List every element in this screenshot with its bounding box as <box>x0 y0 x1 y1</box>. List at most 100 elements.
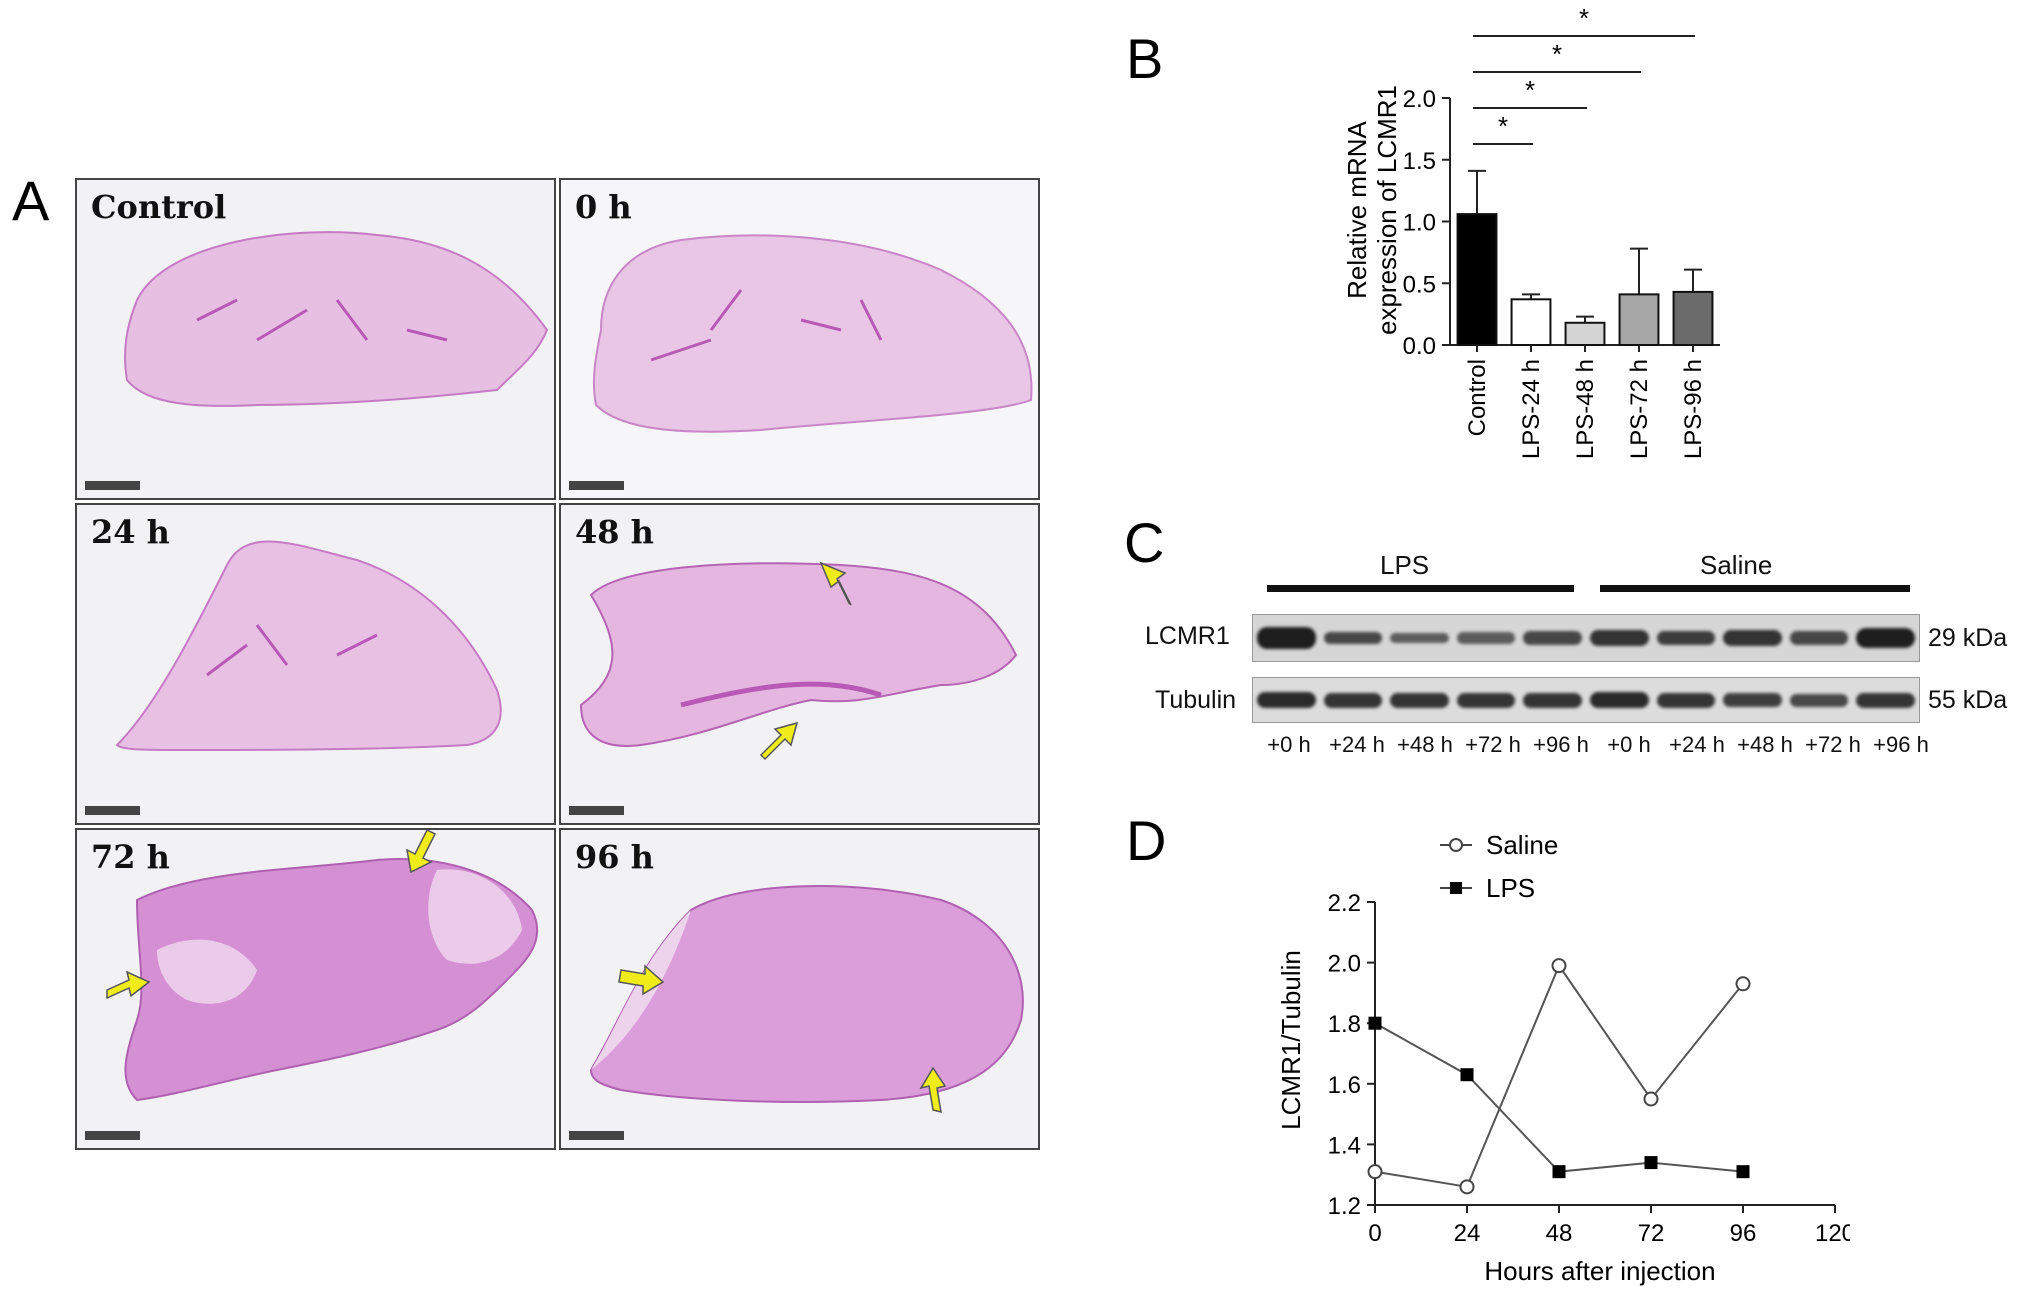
scale-bar <box>569 481 624 490</box>
legend: Saline LPS <box>1440 830 1558 903</box>
blot-band <box>1390 633 1449 643</box>
scale-bar <box>85 481 140 490</box>
blot-row-label-lcmr1: LCMR1 <box>1145 622 1230 650</box>
y-tick-label: 1.8 <box>1328 1011 1361 1038</box>
lane-label: +24 h <box>1329 732 1385 757</box>
bar <box>1456 213 1498 346</box>
y-tick-label: 1.5 <box>1403 148 1436 175</box>
blot-band <box>1257 692 1316 708</box>
x-tick-label: LPS-96 h <box>1680 359 1707 459</box>
panel-letter-d: D <box>1126 809 1167 872</box>
panel-letter-a: A <box>12 169 50 232</box>
group-label-lps: LPS <box>1380 550 1430 580</box>
y-tick-label: 2.2 <box>1328 890 1361 917</box>
lung-section-image <box>115 540 502 751</box>
blot-band <box>1656 631 1716 645</box>
y-axis-label: LCMR1/Tubulin <box>1276 950 1306 1130</box>
blot-band <box>1856 692 1915 708</box>
bar <box>1618 293 1660 346</box>
x-axis-label: Hours after injection <box>1484 1256 1715 1286</box>
blot-band <box>1723 630 1782 646</box>
histology-tile-96h: 96 h <box>559 828 1040 1150</box>
y-tick-label: 0.5 <box>1403 271 1436 298</box>
blot-strip-lcmr1 <box>1252 614 1920 662</box>
tile-label: 72 h <box>91 838 170 876</box>
histology-tile-48h: 48 h <box>559 503 1040 825</box>
legend-label-saline: Saline <box>1486 830 1558 860</box>
x-tick-label: 72 <box>1638 1220 1665 1247</box>
tile-label: 24 h <box>91 513 170 551</box>
y-tick-label: 0.0 <box>1403 333 1436 360</box>
x-tick-label: 0 <box>1368 1220 1381 1247</box>
x-tick-label: 48 <box>1546 1220 1573 1247</box>
blot-band <box>1323 692 1383 708</box>
y-tick-label: 1.0 <box>1403 210 1436 237</box>
series-line-lps <box>1374 1022 1744 1173</box>
histology-tile-0h: 0 h <box>559 178 1040 500</box>
data-point-lps <box>1552 1165 1566 1179</box>
scale-bar <box>85 1131 140 1140</box>
tile-label: Control <box>91 188 227 226</box>
blot-band <box>1456 632 1516 644</box>
y-tick-label: 1.2 <box>1328 1193 1361 1220</box>
blot-band <box>1456 692 1516 708</box>
mrna-bar-chart: Relative mRNA expression of LCMR1 0.0 0.5… <box>1342 3 1720 459</box>
x-tick-label: 96 <box>1730 1220 1757 1247</box>
lung-section-image <box>579 561 1018 761</box>
bar <box>1672 290 1714 346</box>
legend-label-lps: LPS <box>1486 873 1535 903</box>
blot-band <box>1523 631 1582 645</box>
data-point-lps <box>1644 1156 1658 1170</box>
blot-band <box>1590 692 1649 708</box>
blot-band <box>1723 693 1782 707</box>
y-axis-label-line2: expression of LCMR1 <box>1372 85 1402 335</box>
histology-panel: Control 0 h 24 h 48 h <box>75 178 1049 1153</box>
lane-label: +72 h <box>1465 732 1521 757</box>
lane-label: +48 h <box>1397 732 1453 757</box>
blot-band <box>1590 630 1649 646</box>
legend-marker-lps <box>1450 882 1462 894</box>
series-line-saline <box>1374 963 1744 1188</box>
lane-label: +96 h <box>1873 732 1929 757</box>
blot-band <box>1789 693 1849 707</box>
lung-section-image <box>106 830 539 1102</box>
lane-label: +24 h <box>1669 732 1725 757</box>
lane-label: +0 h <box>1267 732 1311 757</box>
blot-band <box>1789 631 1849 645</box>
blot-band <box>1656 692 1716 708</box>
lcmr1-tubulin-line-chart: LCMR1/Tubulin Hours after injection Sali… <box>1276 830 1850 1286</box>
histology-tile-24h: 24 h <box>75 503 556 825</box>
significance-star: * <box>1498 111 1508 141</box>
data-point-saline <box>1367 1164 1383 1180</box>
group-label-saline: Saline <box>1700 550 1773 580</box>
scale-bar <box>569 1131 624 1140</box>
blot-row-label-tubulin: Tubulin <box>1155 686 1237 714</box>
lane-label: +72 h <box>1805 732 1861 757</box>
tile-label: 0 h <box>575 188 632 226</box>
blot-band <box>1856 628 1915 648</box>
y-tick-label: 1.4 <box>1328 1132 1361 1159</box>
western-blot-panel: LPS Saline LCMR1 29 kDa Tubulin 55 kDa +… <box>1140 540 2020 770</box>
data-point-lps <box>1460 1068 1474 1082</box>
bar <box>1564 321 1606 346</box>
lung-section-image <box>589 885 1024 1114</box>
x-tick-label: LPS-72 h <box>1626 359 1653 459</box>
panel-letter-b: B <box>1126 27 1164 90</box>
blot-strip-tubulin <box>1252 677 1920 723</box>
y-tick-label: 1.6 <box>1328 1072 1361 1099</box>
data-point-saline <box>1643 1091 1659 1107</box>
significance-star: * <box>1525 75 1535 105</box>
y-tick-label: 2.0 <box>1403 86 1436 113</box>
histology-tile-72h: 72 h <box>75 828 556 1150</box>
blot-size-tubulin: 55 kDa <box>1928 686 2008 714</box>
blot-band <box>1257 627 1316 649</box>
data-point-saline <box>1459 1179 1475 1195</box>
x-tick-label: Control <box>1464 359 1491 436</box>
scale-bar <box>569 806 624 815</box>
data-point-lps <box>1736 1165 1750 1179</box>
group-bar-saline <box>1600 585 1910 592</box>
x-tick-label: 24 <box>1454 1220 1481 1247</box>
legend-marker-saline <box>1449 838 1463 852</box>
lung-section-image <box>592 234 1033 433</box>
group-bar-lps <box>1267 585 1574 592</box>
